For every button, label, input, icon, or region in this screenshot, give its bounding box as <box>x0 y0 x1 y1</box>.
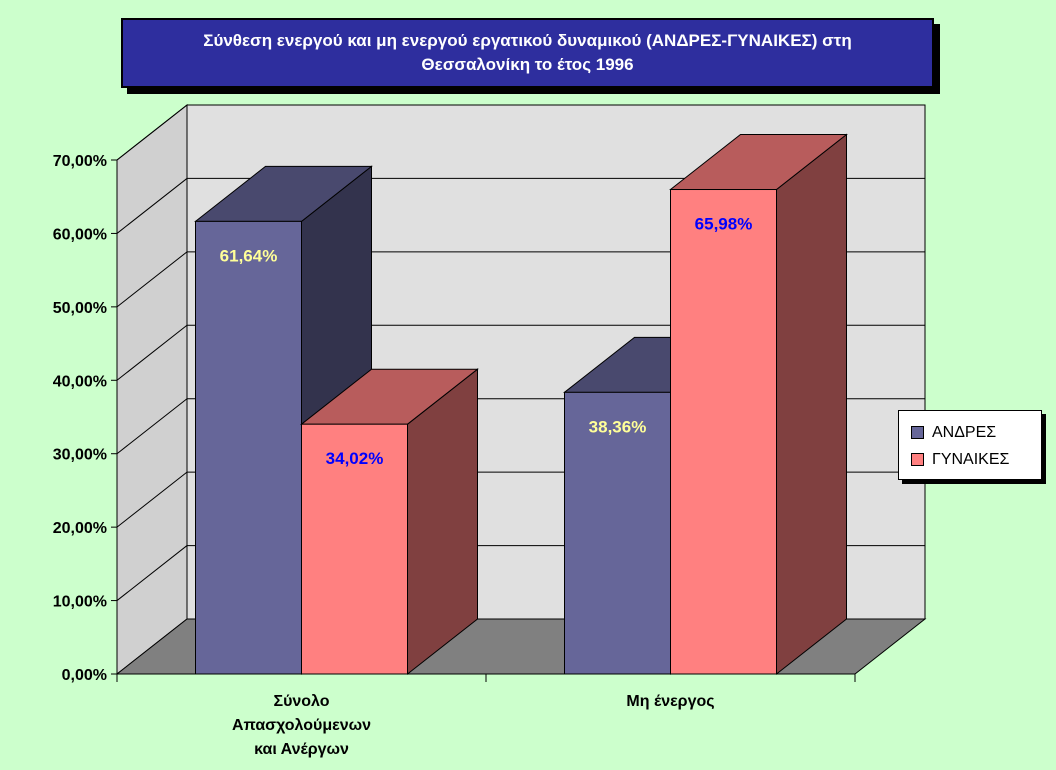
bar <box>195 220 302 675</box>
y-tick-label: 30,00% <box>53 447 107 464</box>
legend-swatch-women <box>911 453 924 466</box>
y-tick-label: 0,00% <box>62 667 107 684</box>
gridline-side <box>116 545 188 601</box>
y-tick-label: 70,00% <box>53 153 107 170</box>
legend-item-men: ΑΝΔΡΕΣ <box>911 419 1041 446</box>
category-label-line: Μη ένεργος <box>626 693 714 710</box>
category-label-line: Απασχολούμενων <box>232 717 371 734</box>
gridline-side <box>116 324 188 381</box>
category-label-line: Σύνολο <box>273 693 329 710</box>
bar <box>564 391 671 675</box>
data-label: 65,98% <box>695 215 753 234</box>
legend-swatch-men <box>911 426 924 439</box>
chart-title-line-2: Θεσσαλονίκη το έτος 1996 <box>421 55 634 74</box>
data-label: 34,02% <box>326 449 384 468</box>
category-label: Σύνολο Απασχολούμενων και Ανέργων <box>232 693 371 758</box>
y-tick-label: 50,00% <box>53 300 107 317</box>
bar-side-face <box>776 133 847 676</box>
legend: ΑΝΔΡΕΣ ΓΥΝΑΙΚΕΣ <box>898 410 1042 480</box>
gridline-side <box>116 471 188 528</box>
gridline-side <box>116 178 188 234</box>
gridline-side <box>116 251 188 308</box>
category-label-line: και Ανέργων <box>254 741 349 758</box>
y-tick-label: 10,00% <box>53 594 107 611</box>
chart-title-line-1: Σύνθεση ενεργού και μη ενεργού εργατικού… <box>203 31 852 50</box>
data-label: 38,36% <box>589 417 647 436</box>
bar <box>301 423 408 675</box>
y-tick-label: 20,00% <box>53 520 107 537</box>
gridline-side <box>116 398 188 455</box>
category-label: Μη ένεργος <box>626 693 714 710</box>
legend-item-women: ΓΥΝΑΙΚΕΣ <box>911 446 1041 473</box>
chart-title: Σύνθεση ενεργού και μη ενεργού εργατικού… <box>121 18 934 88</box>
y-tick-label: 60,00% <box>53 226 107 243</box>
gridline-side <box>116 104 188 161</box>
data-label: 61,64% <box>220 246 278 265</box>
bar <box>670 189 777 675</box>
y-tick-label: 40,00% <box>53 373 107 390</box>
side-wall <box>116 103 188 676</box>
legend-label-women: ΓΥΝΑΙΚΕΣ <box>932 450 1010 468</box>
legend-label-men: ΑΝΔΡΕΣ <box>932 423 997 441</box>
